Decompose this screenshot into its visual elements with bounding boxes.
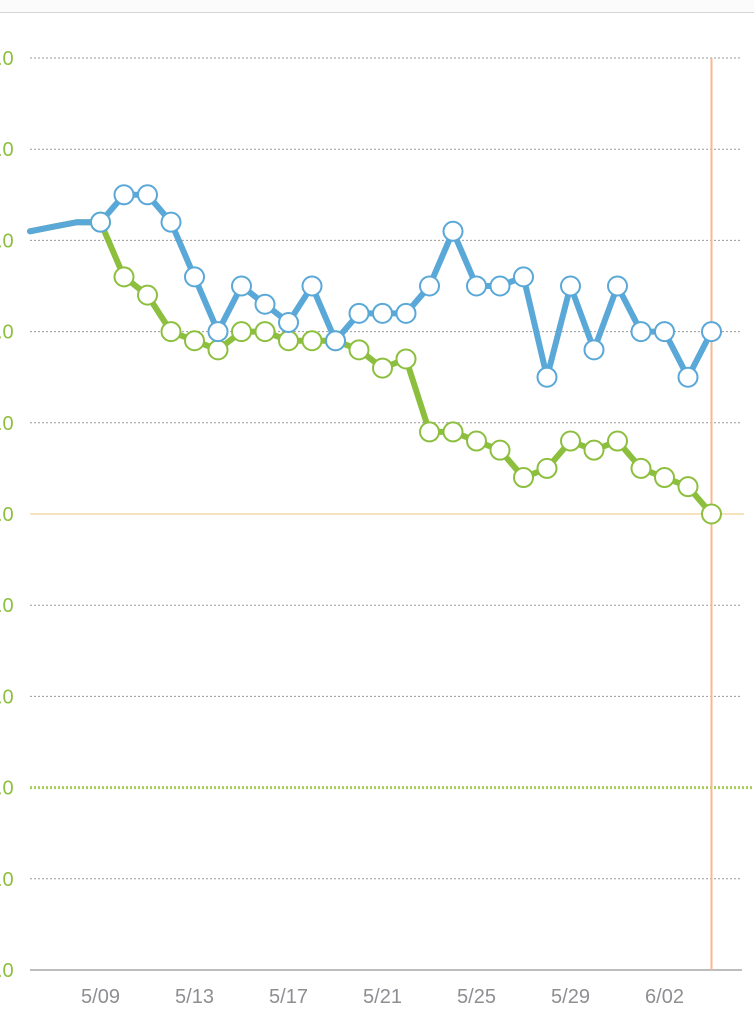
series-1-point[interactable] [466,275,487,297]
series-2-point[interactable] [113,266,135,288]
series-1-point[interactable] [372,302,393,324]
y-tick-label: .0 [0,139,14,161]
x-tick-label: 5/13 [175,986,214,1008]
x-tick-label: 5/25 [457,986,496,1008]
series-1-point[interactable] [419,275,440,297]
gridlines [30,57,742,971]
x-axis-tick-labels: 5/09 5/13 5/17 5/21 5/25 5/29 6/02 [81,986,684,1008]
series-1 [27,184,722,388]
y-tick-label: .0 [0,322,14,344]
series-2-point[interactable] [419,421,440,443]
reference-lines [30,513,754,790]
series-2-point[interactable] [301,330,323,352]
series-1-point[interactable] [442,220,464,242]
y-tick-label: .0 [0,230,14,252]
series-1-point[interactable] [278,311,299,333]
series-2-point[interactable] [160,321,182,343]
series-2-point[interactable] [395,348,417,370]
series-2-point[interactable] [137,284,158,306]
y-axis-tick-labels: .0 .0 .0 .0 .0 .0 .0 .0 .0 .0 .0 [0,48,14,982]
series-2-point[interactable] [654,467,675,489]
series-1-point[interactable] [489,275,511,297]
series-1-point[interactable] [301,275,323,297]
series-2-point[interactable] [630,457,652,479]
series-1-point[interactable] [207,321,229,343]
series-1-point[interactable] [630,321,652,343]
series-2-point[interactable] [677,476,699,498]
series-2-point[interactable] [466,430,487,452]
series-2-point[interactable] [254,321,276,343]
series-2-point[interactable] [231,321,252,343]
series-2-point[interactable] [184,330,205,352]
series-1-point[interactable] [583,339,605,361]
series-2-point[interactable] [607,430,628,452]
series-1-point[interactable] [160,211,182,233]
top-bar [0,0,754,13]
series-2-point[interactable] [207,339,229,361]
series-2-point[interactable] [348,339,370,361]
series-2-line [27,219,715,517]
series-1-point[interactable] [513,266,534,288]
series-1-point[interactable] [90,211,111,233]
series-2-point[interactable] [560,430,581,452]
series-1-point[interactable] [348,302,370,324]
series-1-point[interactable] [254,293,276,315]
y-tick-label: .0 [0,778,14,800]
series-2-point[interactable] [372,357,393,379]
series-1-point[interactable] [137,184,158,206]
y-tick-label: .0 [0,595,14,617]
y-tick-label: .0 [0,48,14,70]
series-1-point[interactable] [677,366,699,388]
x-tick-label: 5/21 [363,986,402,1008]
series-1-point[interactable] [231,275,252,297]
y-tick-label: .0 [0,686,14,708]
series-1-point[interactable] [325,330,346,352]
series-2-point[interactable] [536,457,558,479]
series-1-point[interactable] [184,266,205,288]
x-tick-label: 5/09 [81,986,120,1008]
y-tick-label: .0 [0,504,14,526]
y-tick-label: .0 [0,960,14,982]
x-tick-label: 5/17 [269,986,308,1008]
series-2-point[interactable] [513,467,534,489]
series-2-point[interactable] [701,503,722,525]
series-2-point[interactable] [583,439,605,461]
series-1-point[interactable] [607,275,628,297]
series-1-point[interactable] [701,321,722,343]
series-2-point[interactable] [278,330,299,352]
series-1-point[interactable] [654,321,675,343]
series-1-point[interactable] [113,184,135,206]
series-1-point[interactable] [536,366,558,388]
series-2-point[interactable] [489,439,511,461]
series-1-point[interactable] [560,275,581,297]
x-tick-label: 6/02 [645,986,684,1008]
series-1-point[interactable] [395,302,417,324]
y-tick-label: .0 [0,413,14,435]
series-2 [27,211,722,525]
series-layer [27,184,722,525]
y-tick-label: .0 [0,869,14,891]
x-tick-label: 5/29 [551,986,590,1008]
series-2-point[interactable] [442,421,464,443]
